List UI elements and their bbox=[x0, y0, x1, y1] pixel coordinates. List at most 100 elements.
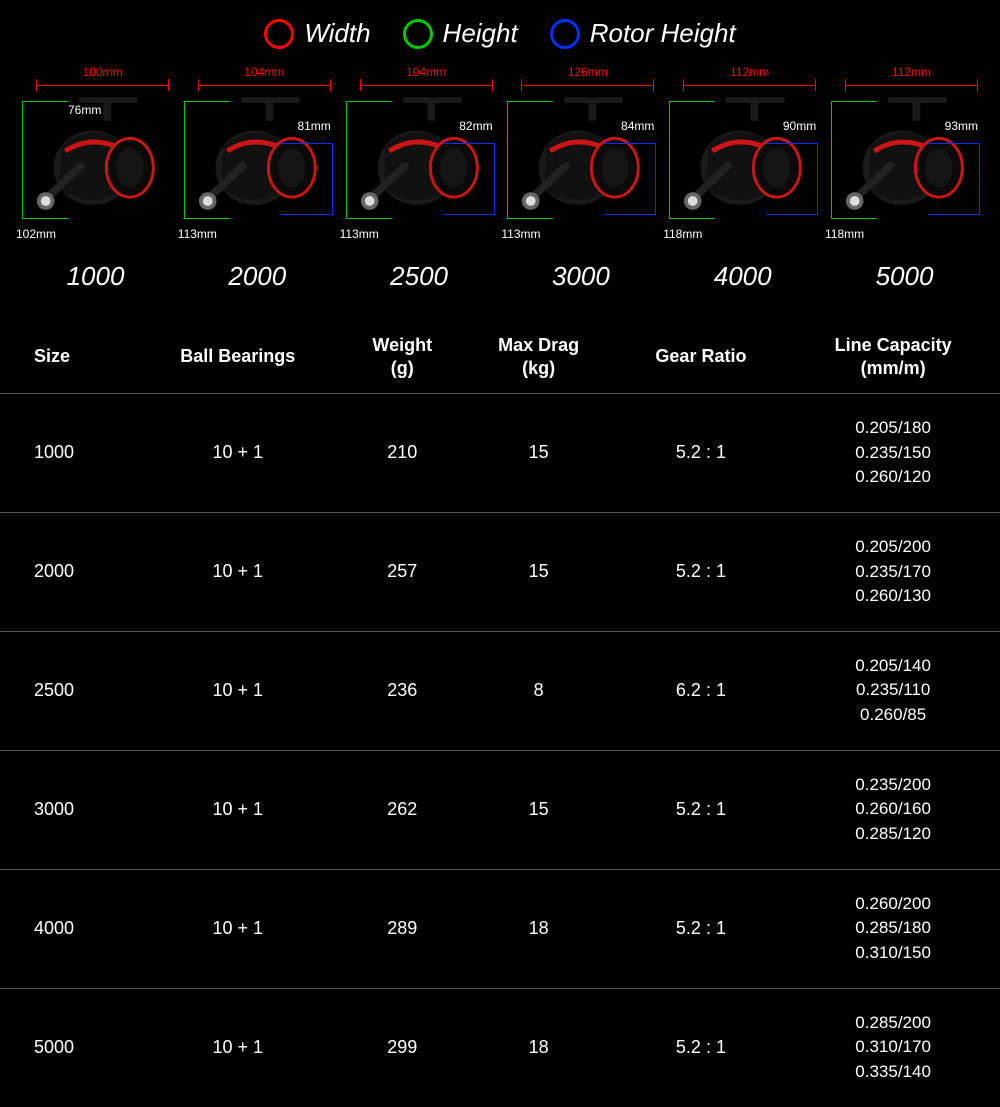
rotor-dimension bbox=[766, 143, 818, 215]
height-dimension bbox=[669, 101, 715, 219]
rotor-dimension bbox=[281, 143, 333, 215]
cell-capacity: 0.205/1800.235/1500.260/120 bbox=[786, 394, 1000, 513]
table-row: 2500 10 + 1 236 8 6.2 : 1 0.205/1400.235… bbox=[0, 631, 1000, 750]
table-column-header: Line Capacity(mm/m) bbox=[786, 326, 1000, 394]
rotor-dimension bbox=[928, 143, 980, 215]
cell-size: 2500 bbox=[0, 631, 133, 750]
width-value: 104mm bbox=[244, 65, 284, 79]
reel-diagram: 126mm 113mm 84mm bbox=[503, 75, 658, 225]
cell-weight: 299 bbox=[343, 988, 462, 1106]
reel-card: 100mm 76mm 102mm 1000 bbox=[18, 75, 173, 292]
reel-card: 112mm 118mm 93mm 5000 bbox=[827, 75, 982, 292]
cell-capacity: 0.205/1400.235/1100.260/85 bbox=[786, 631, 1000, 750]
table-column-header: Ball Bearings bbox=[133, 326, 343, 394]
rotor-height-value: 84mm bbox=[621, 119, 654, 133]
cell-bearings: 10 + 1 bbox=[133, 394, 343, 513]
cell-ratio: 6.2 : 1 bbox=[616, 631, 787, 750]
reel-card: 112mm 118mm 90mm 4000 bbox=[665, 75, 820, 292]
cell-capacity: 0.205/2000.235/1700.260/130 bbox=[786, 512, 1000, 631]
cell-bearings: 10 + 1 bbox=[133, 631, 343, 750]
reel-model-label: 4000 bbox=[665, 261, 820, 292]
width-dimension: 126mm bbox=[521, 75, 654, 93]
cell-drag: 15 bbox=[462, 512, 616, 631]
reel-model-label: 2500 bbox=[342, 261, 497, 292]
table-column-header: Size bbox=[0, 326, 133, 394]
height-dimension bbox=[22, 101, 68, 219]
legend-rotor: Rotor Height bbox=[550, 18, 736, 49]
cell-weight: 289 bbox=[343, 869, 462, 988]
table-column-header: Weight(g) bbox=[343, 326, 462, 394]
reel-model-label: 2000 bbox=[180, 261, 335, 292]
height-value: 118mm bbox=[663, 227, 702, 241]
legend: Width Height Rotor Height bbox=[0, 0, 1000, 67]
table-row: 3000 10 + 1 262 15 5.2 : 1 0.235/2000.26… bbox=[0, 750, 1000, 869]
reel-card: 104mm 113mm 81mm 2000 bbox=[180, 75, 335, 292]
table-header-row: SizeBall BearingsWeight(g)Max Drag(kg)Ge… bbox=[0, 326, 1000, 394]
table-row: 5000 10 + 1 299 18 5.2 : 1 0.285/2000.31… bbox=[0, 988, 1000, 1106]
reel-model-label: 1000 bbox=[18, 261, 173, 292]
width-dimension: 104mm bbox=[360, 75, 493, 93]
width-dimension: 112mm bbox=[683, 75, 816, 93]
cell-drag: 18 bbox=[462, 988, 616, 1106]
cell-drag: 15 bbox=[462, 394, 616, 513]
cell-capacity: 0.260/2000.285/1800.310/150 bbox=[786, 869, 1000, 988]
height-value: 118mm bbox=[825, 227, 864, 241]
cell-drag: 8 bbox=[462, 631, 616, 750]
legend-height: Height bbox=[403, 18, 518, 49]
reel-card: 104mm 113mm 82mm 2500 bbox=[342, 75, 497, 292]
cell-ratio: 5.2 : 1 bbox=[616, 512, 787, 631]
legend-width-label: Width bbox=[304, 18, 370, 49]
cell-drag: 18 bbox=[462, 869, 616, 988]
legend-height-label: Height bbox=[443, 18, 518, 49]
reel-diagram: 112mm 118mm 90mm bbox=[665, 75, 820, 225]
rotor-height-value: 93mm bbox=[945, 119, 978, 133]
cell-ratio: 5.2 : 1 bbox=[616, 988, 787, 1106]
width-value: 104mm bbox=[406, 65, 446, 79]
rotor-dimension bbox=[604, 143, 656, 215]
width-dimension: 112mm bbox=[845, 75, 978, 93]
cell-capacity: 0.235/2000.260/1600.285/120 bbox=[786, 750, 1000, 869]
cell-drag: 15 bbox=[462, 750, 616, 869]
cell-size: 2000 bbox=[0, 512, 133, 631]
cell-size: 5000 bbox=[0, 988, 133, 1106]
cell-bearings: 10 + 1 bbox=[133, 512, 343, 631]
reel-diagram-row: 100mm 76mm 102mm 1000 104mm bbox=[0, 75, 1000, 292]
reel-model-label: 5000 bbox=[827, 261, 982, 292]
cell-size: 4000 bbox=[0, 869, 133, 988]
cell-weight: 210 bbox=[343, 394, 462, 513]
height-top-value: 76mm bbox=[68, 103, 101, 117]
cell-size: 3000 bbox=[0, 750, 133, 869]
rotor-height-value: 82mm bbox=[459, 119, 492, 133]
cell-weight: 257 bbox=[343, 512, 462, 631]
table-body: 1000 10 + 1 210 15 5.2 : 1 0.205/1800.23… bbox=[0, 394, 1000, 1107]
cell-bearings: 10 + 1 bbox=[133, 750, 343, 869]
height-swatch-icon bbox=[403, 19, 433, 49]
table-row: 1000 10 + 1 210 15 5.2 : 1 0.205/1800.23… bbox=[0, 394, 1000, 513]
cell-bearings: 10 + 1 bbox=[133, 988, 343, 1106]
width-swatch-icon bbox=[264, 19, 294, 49]
width-dimension: 100mm bbox=[36, 75, 169, 93]
cell-weight: 236 bbox=[343, 631, 462, 750]
width-value: 112mm bbox=[730, 65, 769, 79]
rotor-height-value: 81mm bbox=[297, 119, 330, 133]
reel-diagram: 100mm 76mm 102mm bbox=[18, 75, 173, 225]
rotor-dimension bbox=[443, 143, 495, 215]
cell-size: 1000 bbox=[0, 394, 133, 513]
height-dimension bbox=[831, 101, 877, 219]
rotor-swatch-icon bbox=[550, 19, 580, 49]
reel-model-label: 3000 bbox=[503, 261, 658, 292]
width-dimension: 104mm bbox=[198, 75, 331, 93]
height-value: 102mm bbox=[16, 227, 56, 241]
cell-weight: 262 bbox=[343, 750, 462, 869]
height-dimension bbox=[507, 101, 553, 219]
cell-ratio: 5.2 : 1 bbox=[616, 750, 787, 869]
height-dimension bbox=[346, 101, 392, 219]
width-value: 112mm bbox=[892, 65, 931, 79]
height-value: 113mm bbox=[178, 227, 217, 241]
legend-width: Width bbox=[264, 18, 370, 49]
height-dimension bbox=[184, 101, 230, 219]
cell-ratio: 5.2 : 1 bbox=[616, 869, 787, 988]
reel-diagram: 104mm 113mm 82mm bbox=[342, 75, 497, 225]
height-value: 113mm bbox=[340, 227, 379, 241]
reel-diagram: 112mm 118mm 93mm bbox=[827, 75, 982, 225]
